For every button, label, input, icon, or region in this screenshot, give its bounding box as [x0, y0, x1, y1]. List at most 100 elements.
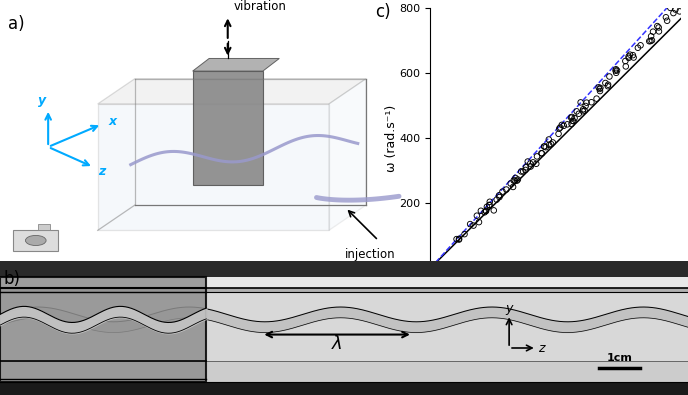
Point — [623, 53, 634, 60]
Polygon shape — [0, 292, 688, 361]
Point — [645, 33, 656, 40]
Point — [602, 83, 613, 89]
Text: y: y — [506, 302, 513, 315]
Point — [451, 236, 462, 242]
Point — [668, 10, 679, 16]
Point — [586, 99, 597, 105]
Point — [511, 177, 522, 184]
Text: x: x — [108, 115, 116, 128]
Point — [603, 81, 614, 88]
Point — [508, 184, 519, 190]
Point — [482, 203, 493, 210]
Point — [571, 108, 582, 115]
Point — [611, 70, 622, 76]
Point — [479, 209, 490, 215]
Point — [612, 67, 623, 73]
Point — [484, 199, 495, 205]
Point — [569, 115, 580, 121]
Point — [566, 114, 577, 120]
Point — [494, 194, 505, 200]
Point — [546, 141, 557, 147]
Point — [567, 118, 578, 124]
Point — [670, 6, 681, 13]
Point — [491, 196, 502, 203]
Point — [604, 73, 615, 80]
Point — [635, 42, 646, 49]
Polygon shape — [0, 277, 206, 382]
Point — [480, 208, 491, 214]
Point — [520, 164, 531, 171]
Point — [488, 207, 499, 214]
Text: vibration: vibration — [234, 0, 287, 13]
Point — [594, 86, 605, 92]
Point — [595, 85, 606, 91]
Point — [591, 96, 602, 102]
Point — [623, 55, 634, 61]
Point — [577, 108, 588, 115]
Point — [473, 219, 484, 225]
Polygon shape — [329, 79, 366, 230]
Polygon shape — [0, 261, 688, 395]
Text: y: y — [38, 94, 46, 107]
Point — [544, 142, 555, 148]
Point — [566, 121, 577, 127]
Point — [647, 28, 658, 35]
Point — [652, 23, 663, 29]
Point — [644, 38, 655, 44]
Polygon shape — [193, 71, 263, 185]
Point — [555, 124, 566, 131]
Polygon shape — [38, 224, 50, 230]
Point — [471, 213, 482, 219]
Text: z: z — [538, 342, 544, 355]
Ellipse shape — [25, 235, 46, 246]
Point — [566, 115, 577, 121]
Point — [600, 80, 611, 86]
Point — [510, 175, 521, 181]
Point — [621, 63, 632, 70]
Point — [547, 139, 558, 146]
Point — [539, 143, 550, 150]
Point — [593, 84, 604, 90]
Point — [580, 103, 591, 109]
Point — [674, 8, 685, 15]
Point — [453, 236, 464, 243]
Point — [660, 14, 671, 21]
Point — [539, 143, 550, 150]
Point — [537, 150, 548, 156]
Point — [620, 58, 631, 64]
Polygon shape — [0, 382, 688, 395]
Text: a): a) — [8, 15, 24, 34]
Point — [625, 51, 636, 58]
Point — [632, 45, 643, 51]
Point — [610, 66, 621, 72]
Polygon shape — [98, 79, 366, 104]
Point — [654, 28, 665, 34]
Text: z: z — [98, 165, 105, 178]
Point — [459, 231, 470, 237]
Point — [528, 159, 539, 166]
Point — [501, 186, 512, 193]
Polygon shape — [0, 361, 688, 382]
Point — [558, 122, 569, 129]
Y-axis label: ω (rad.s⁻¹): ω (rad.s⁻¹) — [385, 105, 398, 172]
Point — [520, 167, 531, 173]
Point — [578, 106, 589, 112]
Point — [536, 150, 547, 156]
Point — [540, 144, 551, 150]
Point — [505, 180, 516, 186]
Point — [554, 125, 565, 132]
Point — [662, 18, 673, 24]
Point — [525, 160, 536, 167]
Polygon shape — [193, 58, 279, 71]
Point — [493, 192, 504, 198]
Point — [647, 37, 658, 43]
Point — [581, 100, 592, 106]
X-axis label: k (m⁻¹): k (m⁻¹) — [530, 294, 581, 308]
Point — [484, 202, 495, 209]
Point — [475, 208, 486, 214]
Point — [480, 208, 491, 214]
Polygon shape — [0, 261, 688, 277]
Point — [610, 68, 621, 74]
Point — [562, 121, 573, 128]
Point — [513, 176, 524, 182]
